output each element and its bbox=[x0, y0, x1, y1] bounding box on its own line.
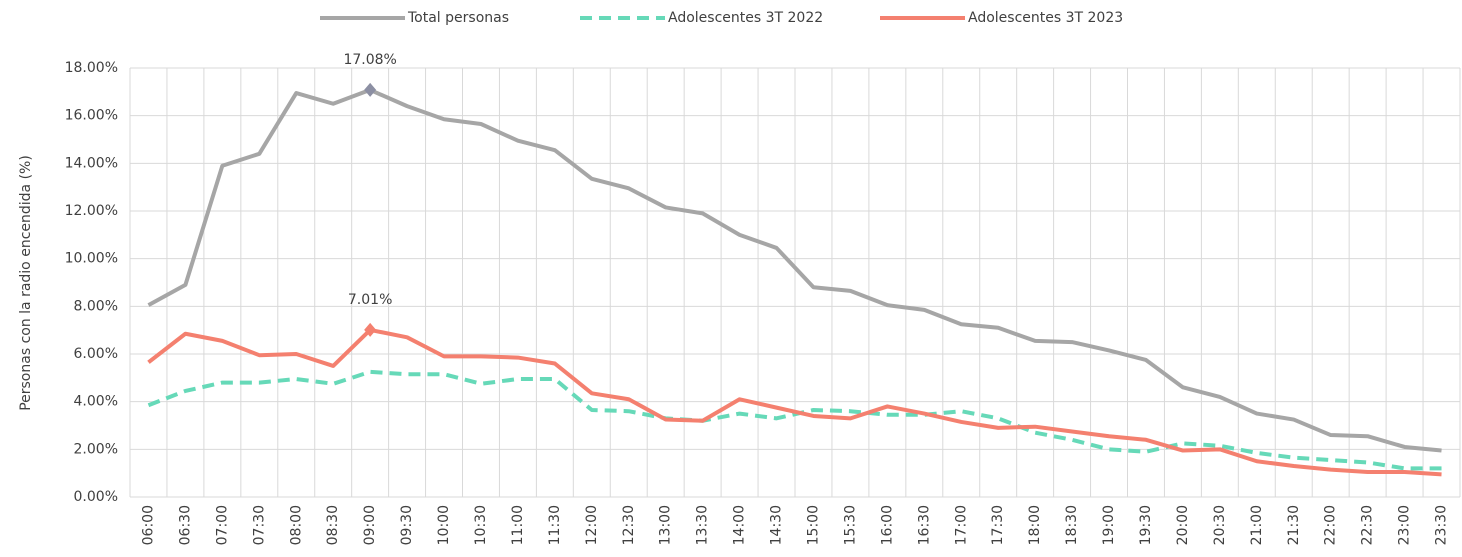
point-marker bbox=[364, 82, 377, 97]
x-tick-label: 06:00 bbox=[140, 505, 156, 545]
x-tick-label: 08:00 bbox=[288, 505, 304, 545]
legend-label: Adolescentes 3T 2023 bbox=[968, 10, 1123, 26]
legend-label: Total personas bbox=[407, 10, 509, 26]
x-tick-label: 17:00 bbox=[953, 505, 969, 545]
y-tick-label: 16.00% bbox=[65, 108, 118, 124]
x-tick-label: 11:00 bbox=[510, 505, 526, 545]
point-marker bbox=[364, 322, 377, 337]
x-tick-label: 12:00 bbox=[584, 505, 600, 545]
x-tick-label: 19:00 bbox=[1101, 505, 1117, 545]
x-tick-label: 16:30 bbox=[916, 505, 932, 545]
x-tick-label: 20:30 bbox=[1212, 505, 1228, 545]
x-tick-label: 18:30 bbox=[1064, 505, 1080, 545]
x-tick-label: 06:30 bbox=[177, 505, 193, 545]
series-line bbox=[147, 369, 1442, 471]
y-tick-label: 6.00% bbox=[74, 346, 118, 362]
y-tick-label: 18.00% bbox=[65, 60, 118, 76]
y-tick-label: 4.00% bbox=[74, 394, 118, 410]
x-tick-label: 07:30 bbox=[251, 505, 267, 545]
x-tick-label: 16:00 bbox=[879, 505, 895, 545]
y-tick-label: 2.00% bbox=[74, 441, 118, 457]
x-tick-label: 18:00 bbox=[1027, 505, 1043, 545]
x-tick-label: 11:30 bbox=[547, 505, 563, 545]
data-label: 17.08% bbox=[343, 52, 396, 68]
x-tick-label: 10:00 bbox=[436, 505, 452, 545]
x-tick-label: 08:30 bbox=[325, 505, 341, 545]
x-tick-label: 13:30 bbox=[695, 505, 711, 545]
series-line bbox=[147, 327, 1442, 477]
x-tick-label: 23:30 bbox=[1434, 505, 1450, 545]
x-tick-label: 21:00 bbox=[1249, 505, 1265, 545]
x-tick-label: 07:00 bbox=[214, 505, 230, 545]
x-tick-label: 22:30 bbox=[1360, 505, 1376, 545]
data-label: 7.01% bbox=[348, 292, 392, 308]
x-tick-label: 15:30 bbox=[842, 505, 858, 545]
x-tick-label: 17:30 bbox=[990, 505, 1006, 545]
x-tick-label: 13:00 bbox=[658, 505, 674, 545]
x-tick-label: 15:00 bbox=[805, 505, 821, 545]
y-axis-label: Personas con la radio encendida (%) bbox=[18, 155, 34, 411]
x-tick-label: 10:30 bbox=[473, 505, 489, 545]
y-tick-label: 14.00% bbox=[65, 155, 118, 171]
y-tick-label: 12.00% bbox=[65, 203, 118, 219]
x-tick-label: 09:30 bbox=[399, 505, 415, 545]
x-tick-label: 21:30 bbox=[1286, 505, 1302, 545]
x-tick-label: 20:00 bbox=[1175, 505, 1191, 545]
y-tick-label: 8.00% bbox=[74, 298, 118, 314]
x-tick-label: 14:00 bbox=[732, 505, 748, 545]
x-tick-label: 22:00 bbox=[1323, 505, 1339, 545]
x-tick-label: 19:30 bbox=[1138, 505, 1154, 545]
x-tick-label: 12:30 bbox=[621, 505, 637, 545]
legend-label: Adolescentes 3T 2022 bbox=[668, 10, 823, 26]
series-line bbox=[147, 87, 1442, 453]
y-tick-label: 10.00% bbox=[65, 251, 118, 267]
x-tick-label: 23:00 bbox=[1397, 505, 1413, 545]
x-tick-label: 09:00 bbox=[362, 505, 378, 545]
y-tick-label: 0.00% bbox=[74, 489, 118, 505]
x-tick-label: 14:30 bbox=[769, 505, 785, 545]
